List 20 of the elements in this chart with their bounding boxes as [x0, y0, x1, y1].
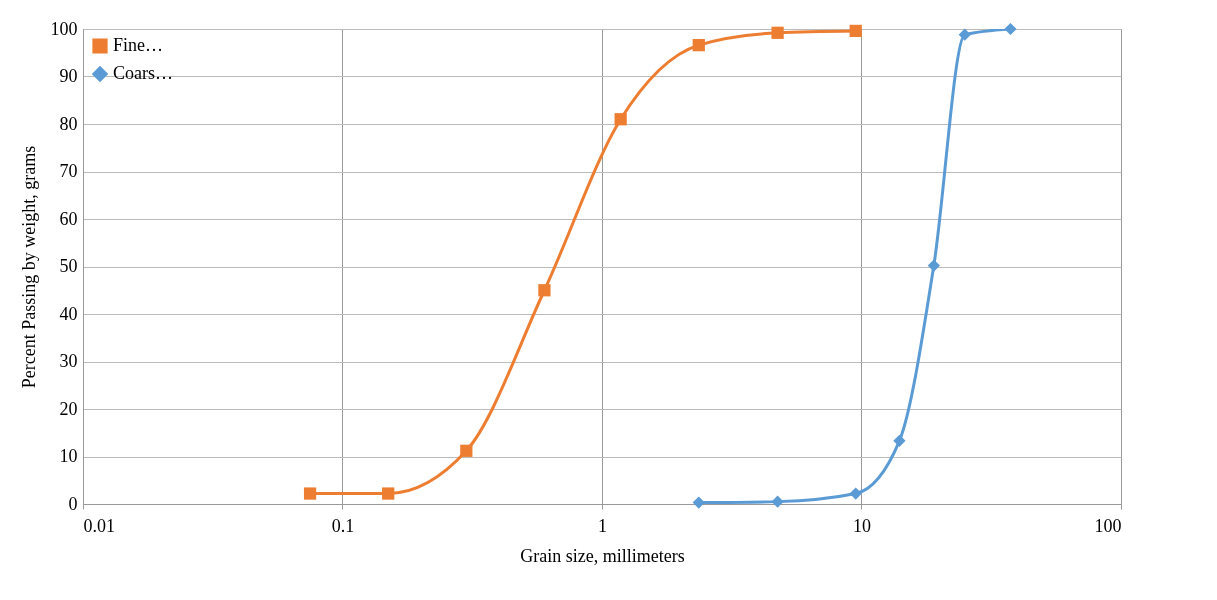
y-tick-label: 10	[59, 446, 78, 466]
y-axis-title: Percent Passing by weight, grams	[18, 145, 39, 389]
y-tick-label: 70	[59, 161, 78, 181]
x-tick-label: 0.01	[83, 515, 115, 536]
y-tick-label: 100	[50, 18, 78, 39]
y-tick-label: 20	[59, 398, 78, 419]
x-tick-label: 100	[1094, 515, 1122, 536]
x-axis-title: Grain size, millimeters	[520, 545, 685, 566]
y-tick-label: 0	[68, 493, 78, 514]
x-tick-label: 0.1	[331, 515, 355, 536]
y-tick-label: 80	[59, 113, 78, 134]
y-tick-label: 50	[59, 256, 78, 276]
y-tick-label: 30	[59, 351, 78, 371]
y-tick-label: 90	[59, 66, 78, 86]
x-tick-label: 10	[853, 515, 871, 536]
y-tick-label: 60	[59, 208, 78, 229]
legend-label: Coars…	[113, 63, 173, 83]
y-tick-label: 40	[59, 303, 78, 324]
x-tick-label: 1	[598, 515, 607, 536]
legend-label: Fine…	[113, 35, 164, 55]
